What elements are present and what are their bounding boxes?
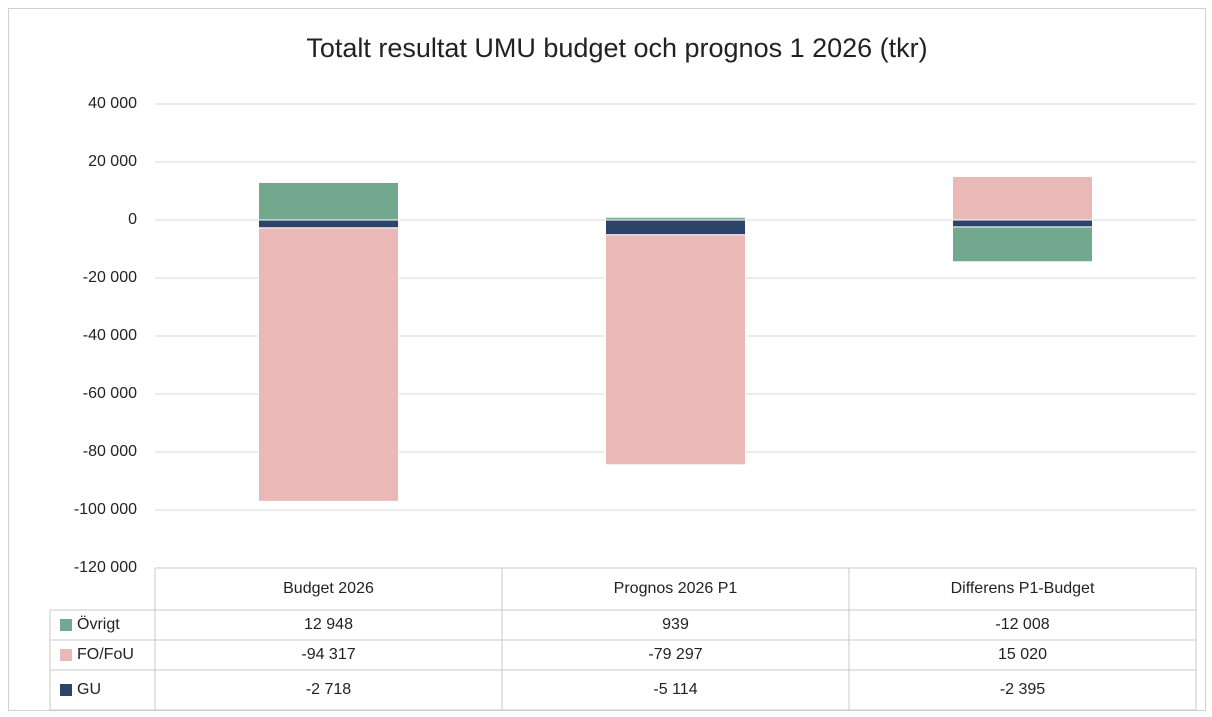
bar-segment <box>258 227 399 502</box>
bar-segment <box>952 175 1093 221</box>
data-label: -79 297 <box>648 646 702 663</box>
bar-segment <box>952 226 1093 263</box>
y-tick-label: 20 000 <box>88 153 137 170</box>
x-tick-label: Differens P1-Budget <box>951 580 1095 597</box>
y-tick-label: 0 <box>128 211 137 228</box>
bar-segment <box>258 219 399 229</box>
data-label: -5 114 <box>653 681 697 698</box>
bar-segment <box>605 234 746 466</box>
data-label: -12 008 <box>995 616 1049 633</box>
legend-label: GU <box>77 681 101 698</box>
y-tick-label: -120 000 <box>74 559 137 576</box>
data-label: 15 020 <box>998 646 1047 663</box>
y-tick-label: -40 000 <box>83 327 137 344</box>
legend-swatch <box>60 684 72 696</box>
legend-swatch <box>60 649 72 661</box>
data-label: -2 395 <box>1000 681 1045 698</box>
bar-segment <box>605 219 746 236</box>
y-tick-label: -60 000 <box>83 385 137 402</box>
y-tick-label: -100 000 <box>74 501 137 518</box>
y-tick-label: -20 000 <box>83 269 137 286</box>
legend-label: FO/FoU <box>77 646 134 663</box>
chart-title: Totalt resultat UMU budget och prognos 1… <box>306 33 927 63</box>
x-tick-label: Budget 2026 <box>283 580 374 597</box>
data-label: -2 718 <box>306 681 351 698</box>
y-tick-label: 40 000 <box>88 95 137 112</box>
legend-swatch <box>60 619 72 631</box>
bar-segment <box>952 219 1093 228</box>
bar-segment <box>258 181 399 221</box>
bar-segment <box>605 216 746 221</box>
data-label: 939 <box>662 616 689 633</box>
data-label: -94 317 <box>301 646 355 663</box>
y-tick-label: -80 000 <box>83 443 137 460</box>
data-label: 12 948 <box>304 616 353 633</box>
x-tick-label: Prognos 2026 P1 <box>614 580 738 597</box>
legend-label: Övrigt <box>77 615 120 633</box>
